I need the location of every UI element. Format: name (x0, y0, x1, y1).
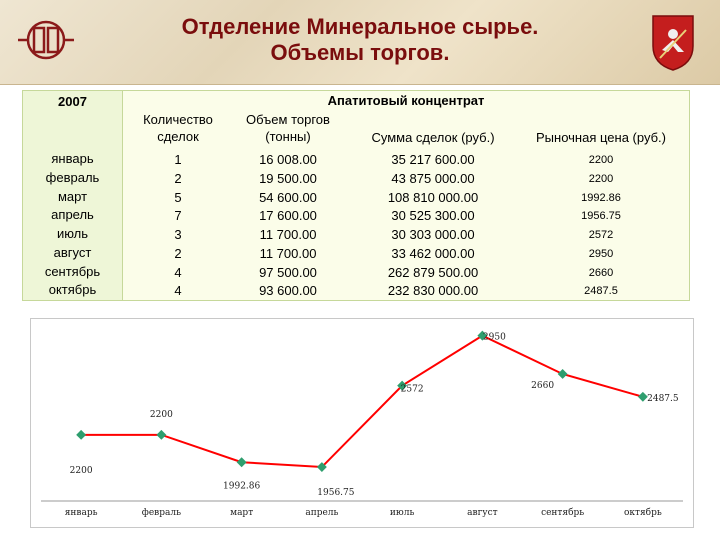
volume-cell: 17 600.00 (259, 208, 317, 224)
volume-cell: 54 600.00 (259, 189, 317, 205)
column-header-price: Рыночная цена (руб.) (536, 130, 666, 145)
sum-cell: 33 462 000.00 (391, 245, 475, 261)
column-header-volume: Объем торгов (тонны) (246, 112, 330, 144)
sum-cell: 232 830 000.00 (387, 283, 479, 299)
data-label: 2487.5 (647, 394, 679, 404)
month-label: февраль (45, 169, 100, 185)
trade-volume-table: 2007 январь февраль март апрель июль авг… (22, 90, 690, 301)
sum-column: 35 217 600.00 43 875 000.00 108 810 000.… (348, 151, 518, 301)
volume-cell: 97 500.00 (259, 264, 317, 280)
group-header: Апатитовый концентрат (327, 93, 485, 108)
deals-cell: 5 (174, 189, 182, 205)
column-header-sum: Сумма сделок (руб.) (371, 130, 495, 145)
month-label: сентябрь (44, 263, 101, 279)
x-tick-label: февраль (142, 508, 181, 518)
data-point (76, 429, 87, 440)
blank-header-cell (22, 112, 123, 151)
series-line (81, 334, 644, 469)
price-cell: 2660 (588, 266, 614, 279)
title-line-2: Объемы торгов. (270, 40, 450, 65)
data-label: 1956.75 (317, 488, 354, 498)
deals-cell: 2 (174, 170, 182, 186)
price-cell: 2572 (588, 229, 614, 241)
volume-column: 16 008.00 19 500.00 54 600.00 17 600.00 … (233, 151, 343, 301)
moscow-coat-of-arms-icon (652, 15, 694, 71)
month-column: январь февраль март апрель июль август с… (22, 150, 123, 301)
data-label: 1992.86 (223, 481, 260, 491)
deals-cell: 7 (174, 208, 182, 224)
volume-cell: 93 600.00 (259, 283, 317, 299)
month-label: январь (51, 151, 94, 166)
price-cell: 1992.86 (581, 191, 621, 204)
deals-cell: 2 (174, 245, 182, 261)
price-cell: 1956.75 (581, 210, 621, 223)
x-tick-label: март (230, 508, 253, 518)
data-label: 2200 (150, 410, 173, 420)
deals-cell: 1 (174, 152, 182, 167)
sum-cell: 262 879 500.00 (387, 264, 479, 280)
bank-logo-icon (18, 20, 74, 60)
sum-cell: 30 525 300.00 (391, 208, 475, 224)
volume-cell: 16 008.00 (259, 152, 317, 167)
price-cell: 2200 (588, 172, 614, 185)
sum-cell: 35 217 600.00 (391, 152, 475, 167)
sum-cell: 43 875 000.00 (391, 170, 475, 186)
month-label: апрель (51, 207, 94, 223)
price-line-chart: январь февраль март апрель июль август сентябр… (30, 318, 694, 528)
price-cell: 2487.5 (584, 285, 618, 298)
month-label: август (53, 244, 92, 260)
data-point (637, 391, 648, 402)
sum-cell: 108 810 000.00 (387, 189, 479, 205)
year-cell: 2007 (22, 90, 123, 113)
sum-cell: 30 303 000.00 (391, 227, 475, 242)
price-column: 2200 2200 1992.86 1956.75 2572 2950 2660… (513, 151, 689, 301)
volume-cell: 11 700.00 (259, 227, 317, 242)
chart-canvas: январь февраль март апрель июль август сентябр… (41, 330, 683, 518)
title-line-1: Отделение Минеральное сырье. (181, 14, 539, 39)
price-cell: 2950 (588, 247, 614, 260)
data-label: 2660 (531, 381, 554, 391)
price-cell: 2200 (588, 154, 614, 166)
x-tick-label: октябрь (624, 507, 662, 518)
column-header-deals: Количество сделок (143, 112, 213, 144)
x-tick-label: июль (390, 508, 415, 518)
month-label: март (57, 188, 88, 204)
deals-cell: 4 (174, 264, 182, 280)
deals-column: 1 2 5 7 3 2 4 4 (123, 151, 233, 301)
data-block: Апатитовый концентрат Количество сделок … (122, 90, 690, 301)
data-point (156, 429, 167, 440)
x-tick-label: август (467, 508, 497, 518)
data-point (236, 457, 247, 468)
volume-cell: 19 500.00 (259, 170, 317, 186)
slide-header: Отделение Минеральное сырье. Объемы торг… (0, 0, 720, 85)
data-point (557, 369, 568, 379)
month-label: октябрь (48, 282, 97, 298)
x-tick-label: апрель (305, 508, 338, 518)
volume-cell: 11 700.00 (259, 245, 317, 261)
deals-cell: 4 (174, 283, 182, 299)
data-label: 2572 (401, 385, 424, 395)
x-tick-label: сентябрь (541, 507, 584, 518)
data-label: 2950 (483, 333, 506, 343)
x-tick-label: январь (65, 508, 98, 518)
deals-cell: 3 (174, 227, 182, 242)
month-label: июль (56, 226, 89, 241)
data-label: 2200 (70, 466, 93, 476)
